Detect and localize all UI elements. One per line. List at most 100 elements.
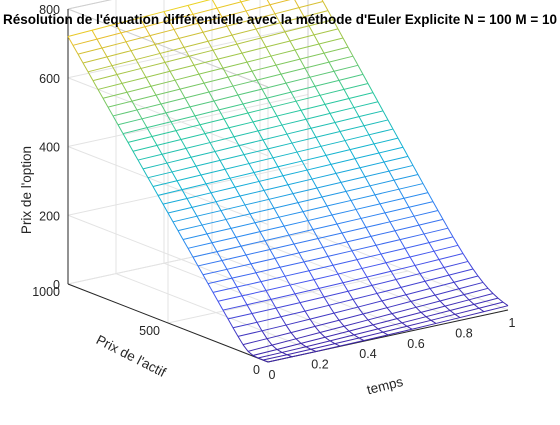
mesh-line-t [251, 307, 277, 315]
mesh-line-t [264, 234, 290, 242]
mesh-line-s [140, 68, 147, 78]
mesh-line-s [428, 242, 435, 252]
mesh-line-s [231, 277, 238, 288]
mesh-line-t [166, 156, 192, 164]
mesh-line-t [328, 298, 354, 306]
mesh-line-t [299, 52, 325, 60]
mesh-line-s [220, 210, 227, 220]
mesh-line-s [141, 118, 148, 128]
z-axis-label: Prix de l'option [19, 146, 34, 234]
mesh-line-t [247, 106, 273, 114]
mesh-line-s [165, 112, 172, 122]
mesh-line-s [281, 124, 288, 135]
mesh-line-s [313, 279, 320, 289]
mesh-line-t [335, 167, 361, 174]
mesh-line-s [214, 151, 221, 161]
mesh-line-s [120, 32, 127, 43]
mesh-line-s [179, 88, 186, 99]
mesh-line-t [389, 215, 415, 223]
mesh-line-s [375, 244, 382, 255]
mesh-line-t [339, 340, 365, 347]
mesh-line-t [303, 10, 329, 18]
mesh-line-t [386, 300, 412, 309]
mesh-line-s [349, 149, 356, 159]
mesh-line-s [77, 53, 84, 64]
grid-line [67, 94, 309, 147]
mesh-line-t [254, 216, 280, 224]
mesh-line-s [292, 193, 299, 203]
mesh-line-s [394, 230, 401, 240]
mesh-line-t [380, 247, 406, 255]
mesh-line-s [244, 204, 251, 215]
mesh-line-t [96, 32, 122, 40]
mesh-line-s [380, 253, 387, 264]
mesh-line-t [183, 40, 209, 48]
mesh-line-t [393, 174, 419, 181]
mesh-line-t [387, 328, 413, 336]
mesh-line-t [267, 142, 293, 150]
mesh-line-s [241, 52, 248, 63]
mesh-line-t [216, 245, 242, 253]
mesh-line-s [219, 160, 226, 170]
mesh-line-s [294, 49, 301, 60]
mesh-line-t [232, 79, 258, 87]
mesh-line-s [315, 137, 322, 147]
mesh-line-s [256, 79, 263, 90]
mesh-line-s [298, 252, 305, 263]
mesh-line-s [192, 14, 199, 24]
z-tick-label: 0 [53, 278, 60, 292]
mesh-line-s [326, 205, 333, 216]
mesh-line-t [222, 304, 248, 311]
mesh-line-t [328, 55, 354, 63]
mesh-line-s [289, 40, 296, 51]
mesh-line-t [311, 172, 337, 180]
mesh-line-t [193, 58, 219, 66]
mesh-line-s [224, 169, 231, 179]
mesh-line-s [434, 294, 441, 302]
mesh-line-t [142, 162, 168, 170]
mesh-line-s [121, 83, 128, 93]
mesh-line-t [226, 19, 252, 27]
mesh-line-s [357, 306, 364, 315]
mesh-line-s [229, 177, 236, 188]
mesh-line-t [357, 300, 383, 308]
mesh-line-t [285, 318, 311, 326]
x-tick-label: 0.2 [311, 358, 328, 372]
mesh-line-s [222, 309, 229, 320]
grid-line [67, 162, 309, 216]
mesh-line-s [419, 273, 426, 282]
mesh-line-s [245, 10, 252, 21]
mesh-line-t [240, 240, 266, 247]
mesh-line-s [322, 247, 329, 257]
mesh-line-t [324, 98, 350, 105]
mesh-line-s [382, 110, 389, 121]
mesh-line-t [343, 83, 369, 90]
mesh-line-t [381, 294, 407, 302]
mesh-line-t [312, 223, 338, 231]
mesh-line-s [262, 139, 269, 150]
mesh-line-s [199, 124, 206, 134]
mesh-line-t [415, 300, 441, 308]
mesh-line-s [242, 103, 249, 114]
mesh-line-t [172, 215, 198, 223]
mesh-line-t [341, 226, 367, 234]
mesh-line-t [117, 118, 143, 126]
mesh-line-s [151, 136, 158, 146]
mesh-line-s [502, 301, 509, 307]
mesh-line-t [319, 325, 345, 334]
mesh-line-s [388, 170, 395, 181]
mesh-line-s [174, 79, 181, 90]
mesh-line-t [150, 79, 176, 87]
mesh-line-s [429, 288, 436, 296]
mesh-line-s [304, 310, 311, 320]
grid-line [67, 214, 269, 294]
mesh-line-s [358, 116, 365, 126]
grid-line [67, 25, 309, 79]
mesh-line-s [400, 287, 407, 296]
mesh-line-t [356, 253, 382, 261]
mesh-line-s [439, 300, 446, 307]
mesh-line-t [292, 187, 318, 195]
mesh-line-t [291, 136, 317, 144]
mesh-line-t [438, 253, 464, 260]
mesh-line-s [372, 324, 379, 330]
